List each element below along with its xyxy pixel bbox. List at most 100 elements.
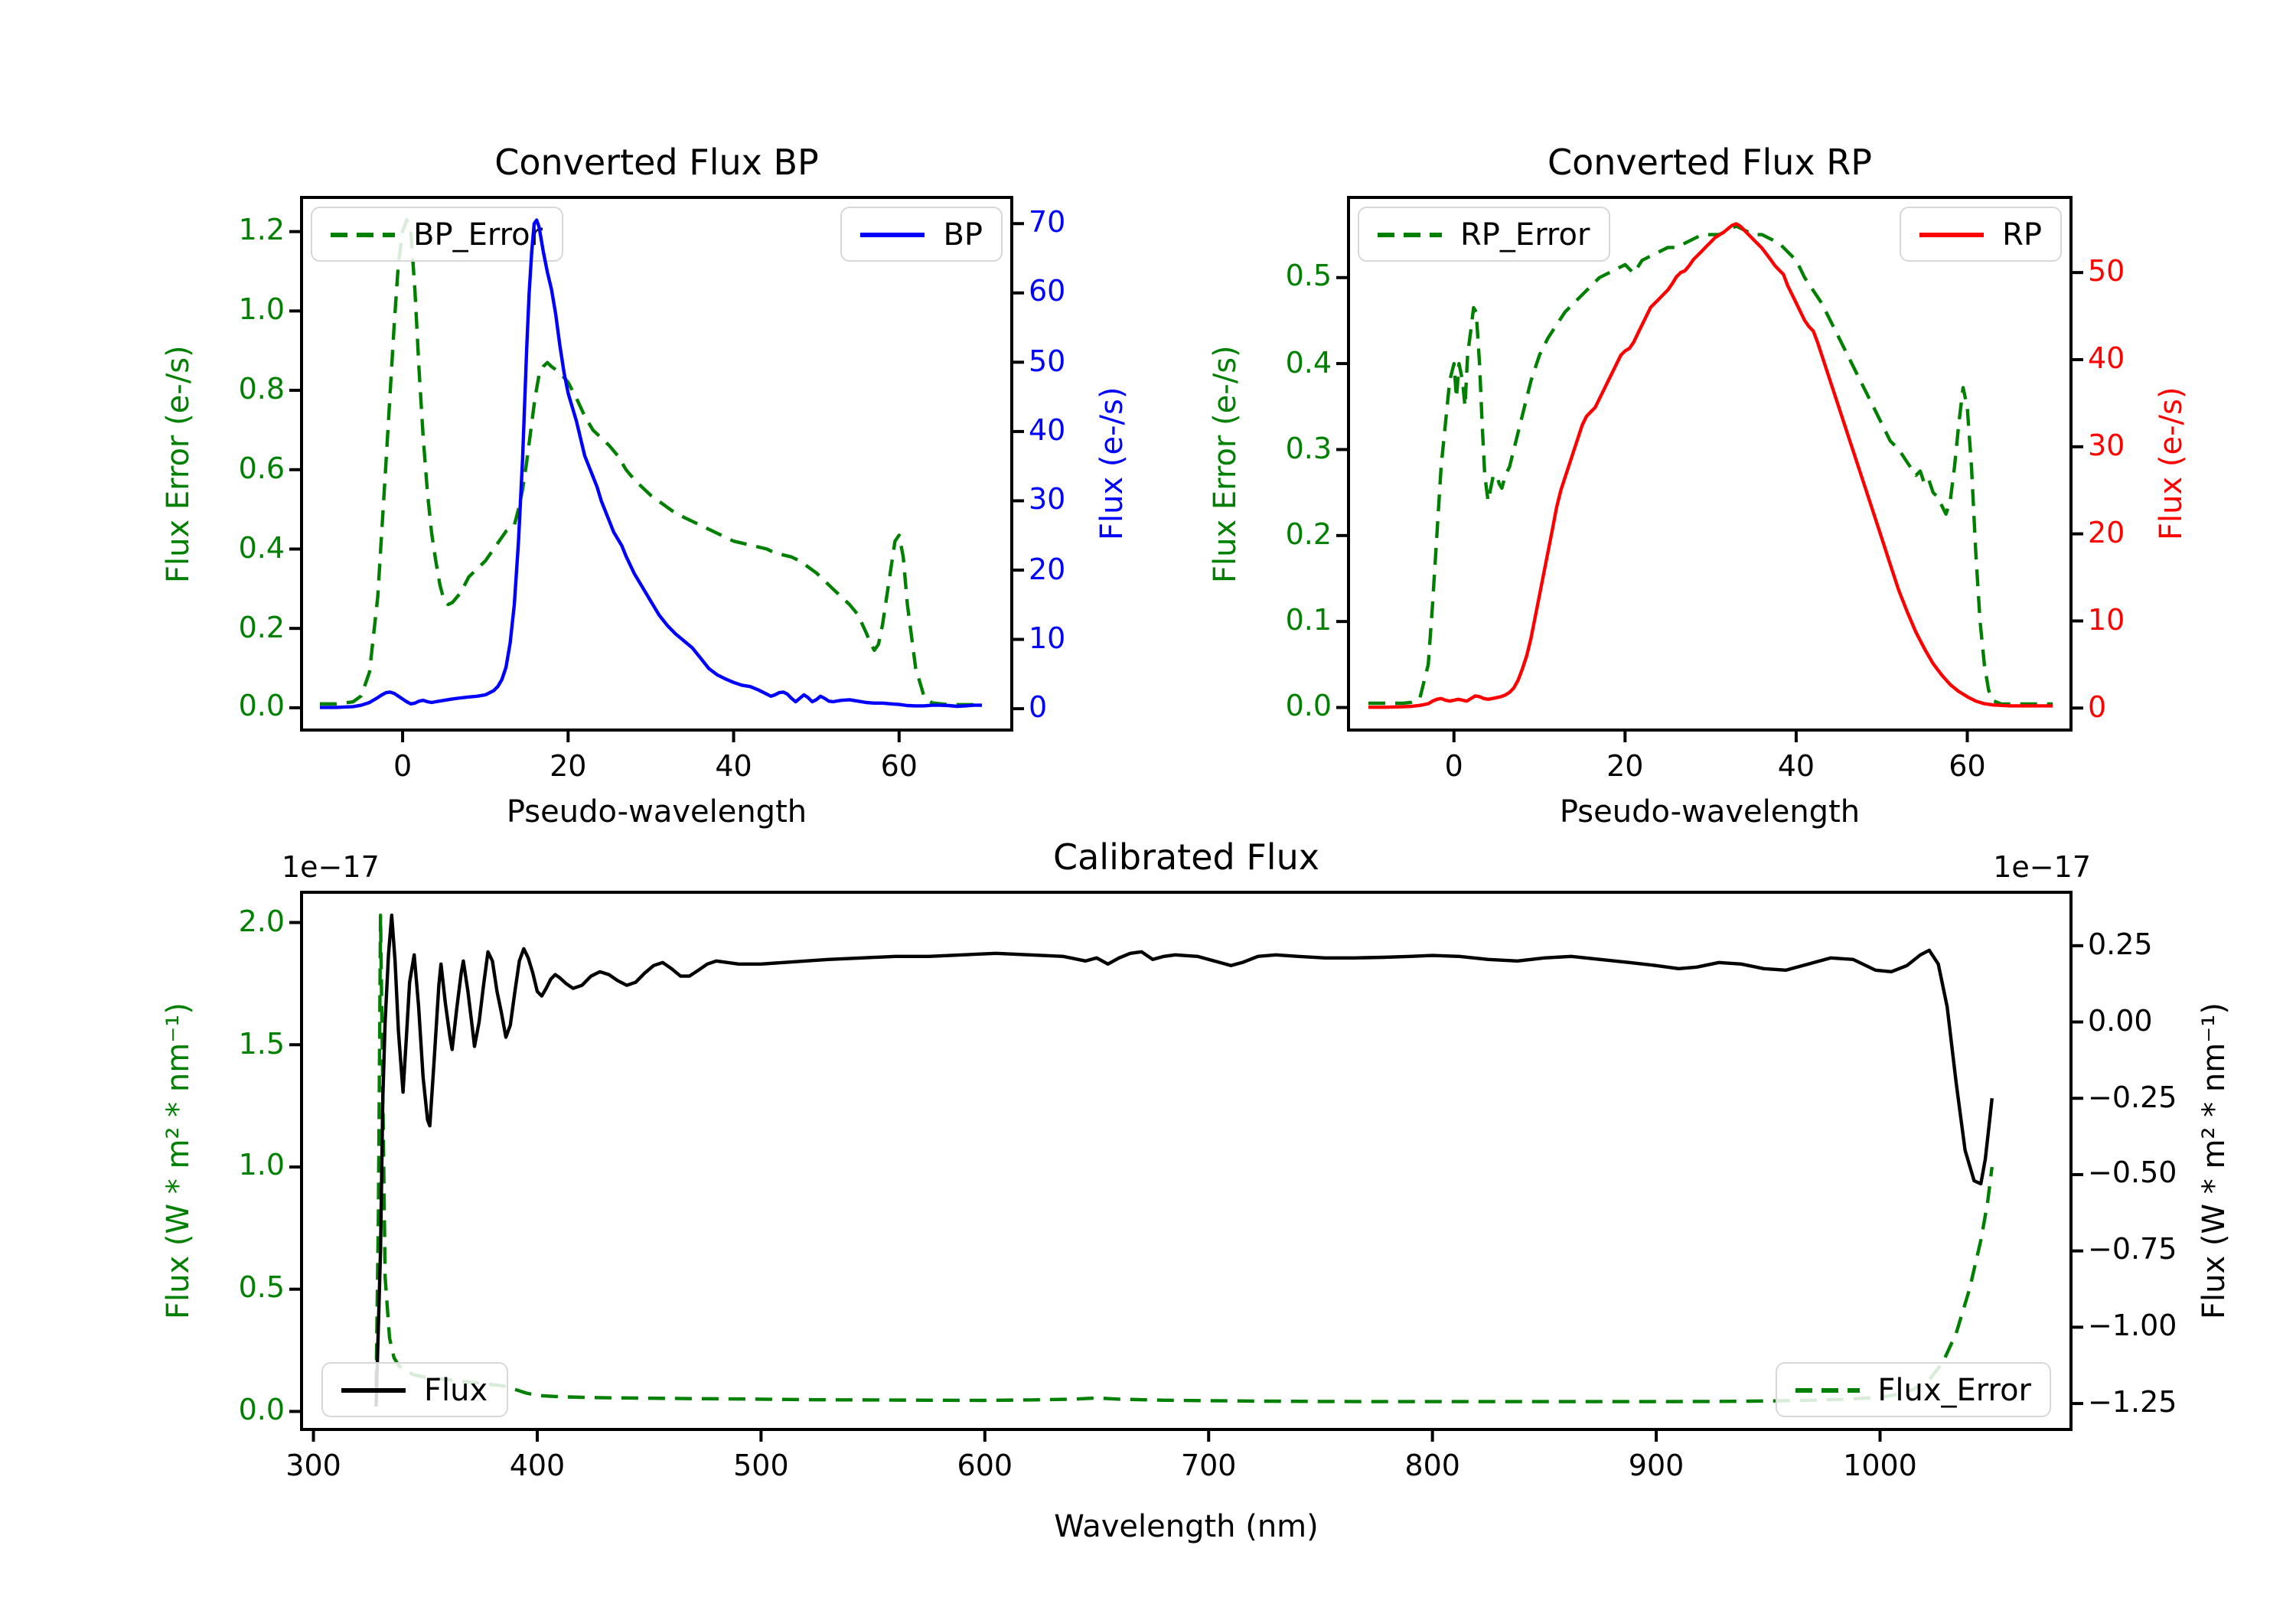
- tick-label: 70: [1029, 206, 1066, 240]
- tick-label: 50: [2088, 255, 2125, 289]
- tick-label: 0.4: [238, 531, 285, 566]
- tick-label: −0.50: [2088, 1156, 2177, 1191]
- tick-label: 0.5: [1285, 259, 1332, 294]
- tick-label: 60: [880, 750, 918, 784]
- tick-label: 0.0: [238, 689, 285, 724]
- rp-xlabel: Pseudo-wavelength: [1559, 793, 1861, 830]
- tick-label: −1.00: [2088, 1309, 2177, 1344]
- bp-title: Converted Flux BP: [494, 144, 819, 184]
- rp-legend: RP: [1900, 207, 2062, 262]
- bp-ylabel-left: Flux Error (e-/s): [159, 344, 196, 583]
- tick-label: 0.3: [1285, 432, 1332, 466]
- bp-error-line-layer: [320, 218, 982, 706]
- tick-label: 400: [509, 1449, 566, 1483]
- tick-label: 1000: [1843, 1449, 1917, 1483]
- tick-label: 700: [1180, 1449, 1237, 1483]
- tick-label: 50: [1029, 344, 1066, 379]
- tick-label: 40: [2088, 341, 2125, 376]
- tick-label: 0.25: [2088, 927, 2153, 962]
- tick-label: 800: [1404, 1449, 1460, 1483]
- tick-label: 1.0: [238, 293, 285, 328]
- calibrated-xlabel: Wavelength (nm): [1054, 1508, 1319, 1544]
- axes-frame: [1347, 196, 2073, 732]
- bp-error-legend-label: BP_Error: [413, 216, 543, 253]
- bp-legend-label: BP: [943, 216, 983, 253]
- tick-label: 40: [1777, 750, 1815, 784]
- bp-error-legend: BP_Error: [311, 207, 563, 262]
- tick-label: 0.0: [238, 1393, 285, 1428]
- flux-error-legend: Flux_Error: [1775, 1362, 2051, 1417]
- rp-error-legend: RP_Error: [1358, 207, 1610, 262]
- tick-label: 0.1: [1285, 604, 1332, 638]
- rp-error-legend-label: RP_Error: [1460, 216, 1590, 253]
- dashed-green-line-sample: [331, 232, 395, 236]
- tick-label: 0.4: [1285, 346, 1332, 380]
- flux-line-layer: [289, 891, 2083, 1442]
- solid-black-line-sample: [341, 1387, 406, 1392]
- tick-label: 10: [1029, 621, 1066, 656]
- tick-label: 60: [1029, 275, 1066, 309]
- tick-label: 20: [550, 750, 587, 784]
- tick-label: 0: [1029, 691, 1048, 725]
- tick-label: −1.25: [2088, 1386, 2177, 1420]
- tick-label: 20: [1606, 750, 1644, 784]
- tick-label: −0.75: [2088, 1233, 2177, 1267]
- tick-label: 500: [733, 1449, 789, 1483]
- axes-frame: [300, 891, 2073, 1431]
- tick-label: 40: [715, 750, 752, 784]
- rp-error-line-layer: [1368, 224, 2053, 706]
- tick-label: 0: [2088, 690, 2107, 725]
- tick-label: 600: [957, 1449, 1013, 1483]
- tick-label: 0.00: [2088, 1004, 2153, 1038]
- tick-label: 0.5: [238, 1271, 285, 1305]
- tick-label: 0.2: [238, 611, 285, 645]
- tick-label: 60: [1949, 750, 1986, 784]
- flux-line: [374, 913, 1994, 1407]
- flux-legend: Flux: [321, 1362, 508, 1417]
- bp-xlabel: Pseudo-wavelength: [506, 793, 807, 830]
- tick-label: 10: [2088, 603, 2125, 637]
- tick-label: 20: [2088, 516, 2125, 550]
- right-axis-offset-1e-17: 1e−17: [1993, 851, 2091, 885]
- tick-label: 0.2: [1285, 517, 1332, 552]
- rp-ylabel-right: Flux (e-/s): [2152, 386, 2189, 541]
- tick-label: 900: [1628, 1449, 1684, 1483]
- rp-legend-label: RP: [2002, 216, 2042, 253]
- calibrated-flux-subplot: Calibrated Flux 1e−17 1e−17 Flux (W * m²…: [159, 839, 2232, 1544]
- tick-label: 0.6: [238, 451, 285, 486]
- rp-line-layer: [1336, 196, 2083, 742]
- tick-label: 0: [393, 750, 413, 784]
- tick-label: 2.0: [238, 905, 285, 939]
- dashed-green-line-sample: [1795, 1387, 1860, 1392]
- bp-line: [320, 218, 982, 709]
- rp-title: Converted Flux RP: [1548, 144, 1872, 184]
- bp-subplot: Converted Flux BP Flux Error (e-/s) Flux…: [159, 144, 1130, 830]
- tick-label: 300: [285, 1449, 341, 1483]
- bp-line-layer: [289, 196, 1024, 742]
- flux-legend-label: Flux: [424, 1371, 488, 1408]
- tick-label: 0.8: [238, 373, 285, 407]
- left-axis-offset-1e-17: 1e−17: [282, 851, 380, 885]
- solid-red-line-sample: [1919, 232, 1985, 236]
- bp_error-line: [320, 218, 982, 706]
- tick-label: 20: [1029, 553, 1066, 586]
- tick-label: 1.5: [238, 1027, 285, 1061]
- tick-label: 0: [1444, 750, 1463, 784]
- rp-ylabel-left: Flux Error (e-/s): [1206, 344, 1243, 583]
- calibrated-ylabel-right: Flux (W * m² * nm⁻¹): [2195, 1002, 2232, 1319]
- tick-label: 1.2: [238, 214, 285, 248]
- calibrated-title: Calibrated Flux: [1053, 839, 1319, 878]
- bp-ylabel-right: Flux (e-/s): [1093, 386, 1130, 541]
- calibrated-ylabel-left: Flux (W * m² * nm⁻¹): [159, 1002, 196, 1319]
- rp-line: [1368, 222, 2053, 709]
- solid-blue-line-sample: [860, 232, 925, 236]
- rp_error-line: [1368, 224, 2053, 706]
- rp-subplot: Converted Flux RP Flux Error (e-/s) Flux…: [1206, 144, 2189, 830]
- tick-label: 0.0: [1285, 689, 1332, 724]
- flux-error-legend-label: Flux_Error: [1877, 1371, 2031, 1408]
- tick-label: 30: [2088, 429, 2125, 463]
- bp-legend: BP: [840, 207, 1003, 262]
- axes-frame: [300, 196, 1013, 732]
